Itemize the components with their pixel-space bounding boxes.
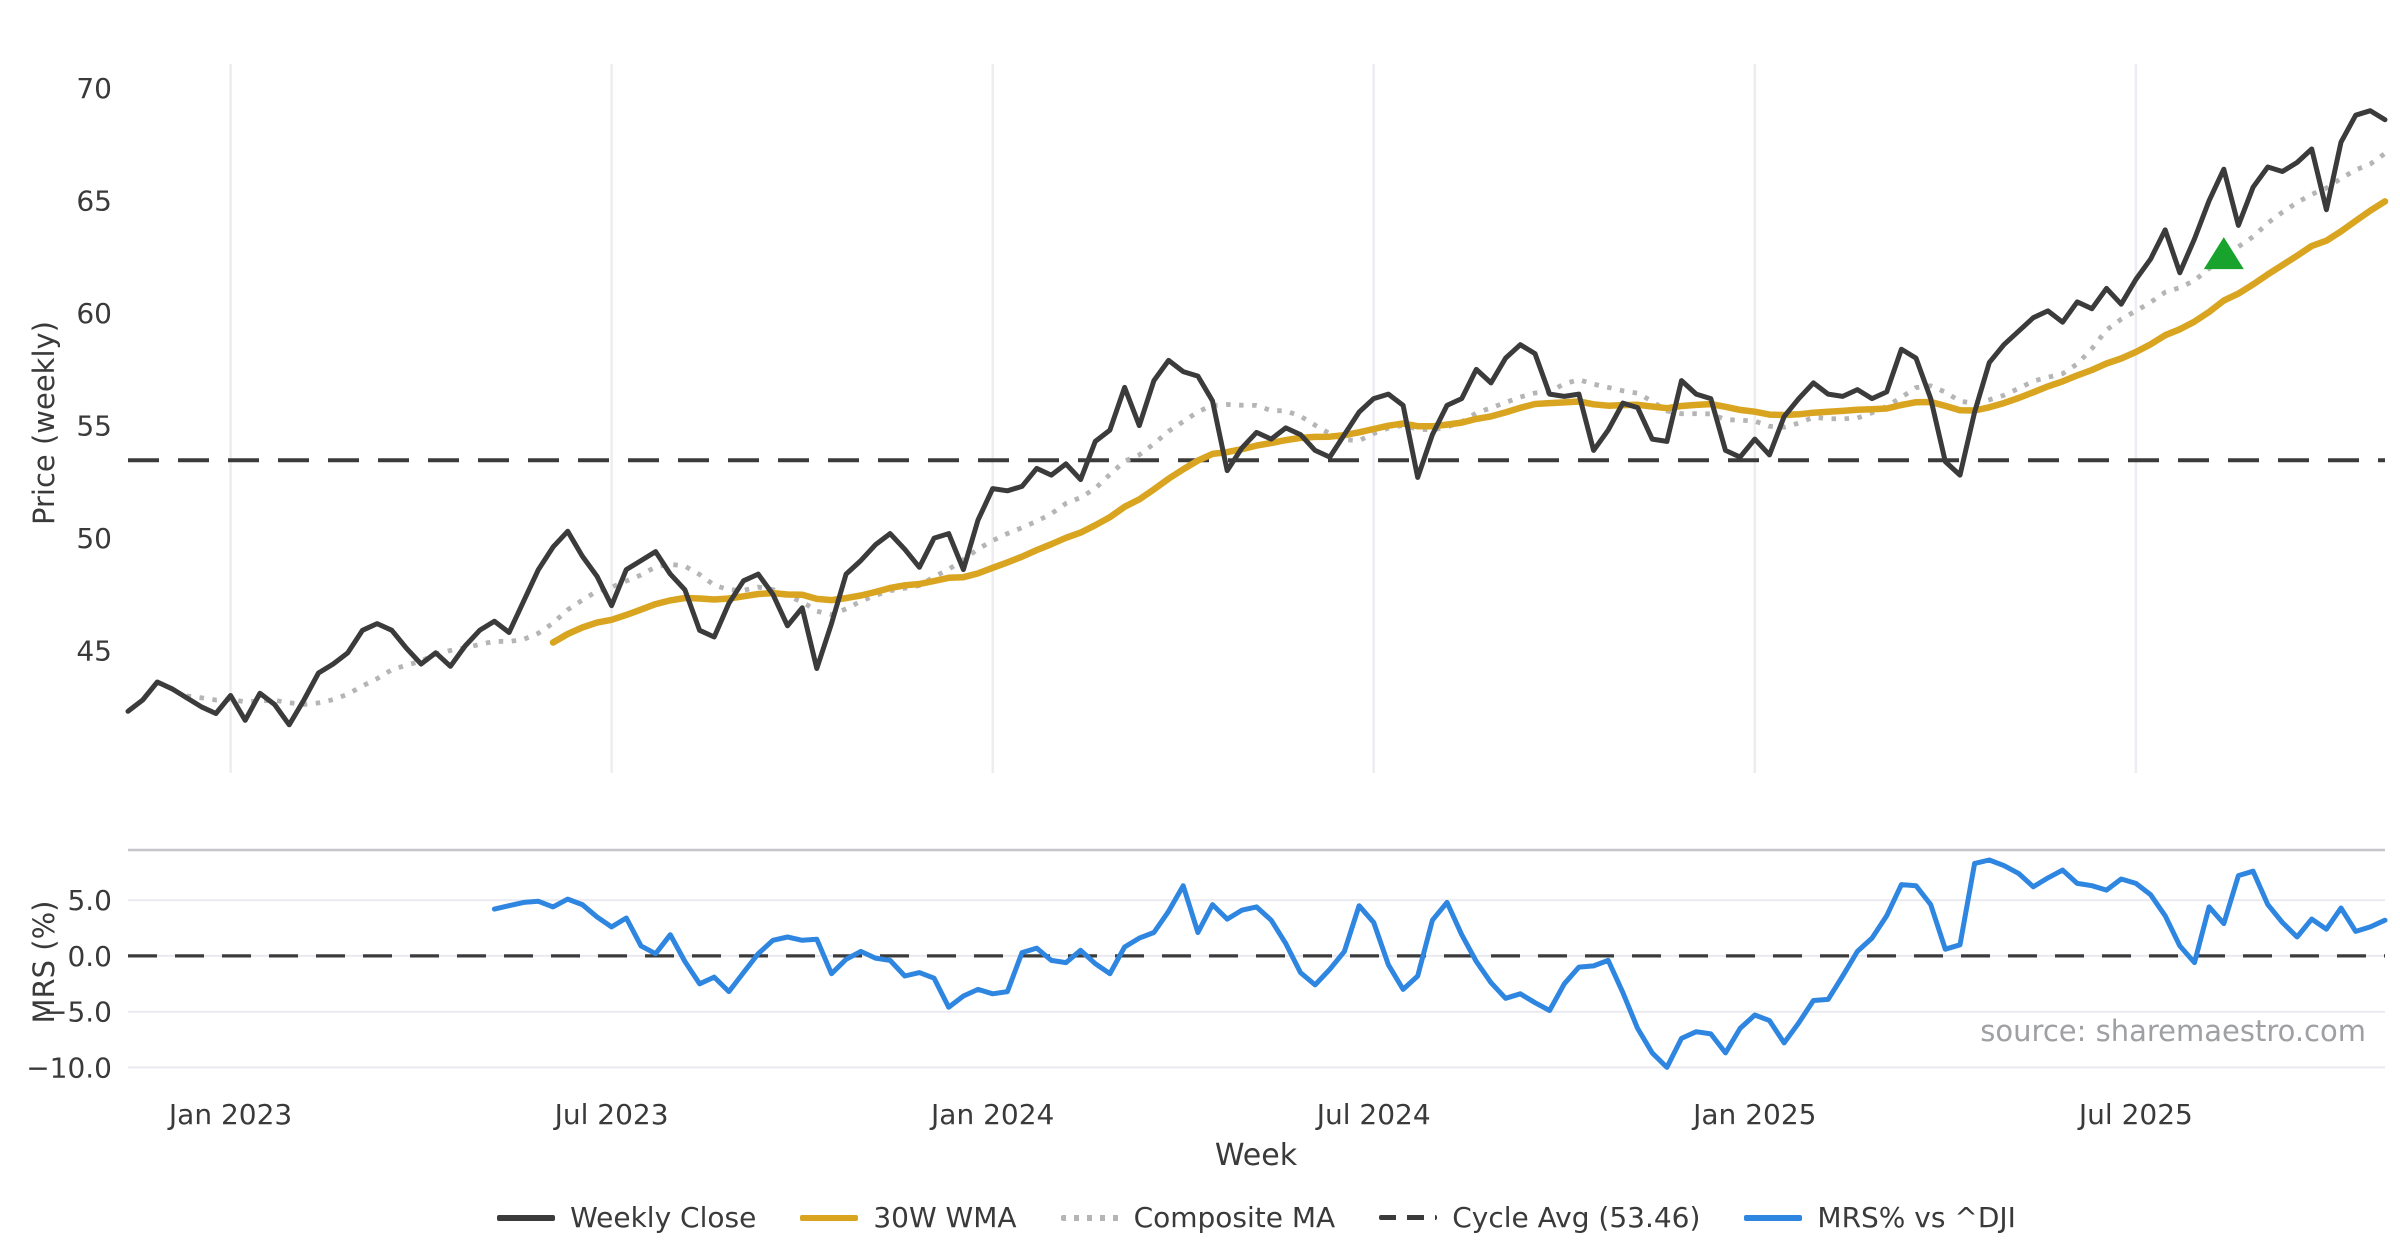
- series-30w-wma: [549, 198, 2389, 646]
- price-axis-label: Price (weekly): [27, 320, 61, 526]
- legend-swatch-3: [1060, 1214, 1119, 1221]
- mrs-tick-label: −10.0: [26, 1051, 112, 1084]
- x-tick-label: Jan 2025: [1691, 1098, 1816, 1131]
- legend-swatch-4: [1379, 1215, 1438, 1220]
- buy-signal-marker: [2203, 237, 2244, 270]
- legend-label: Composite MA: [1133, 1201, 1336, 1234]
- legend-swatch-5: [1744, 1214, 1803, 1221]
- legend-label: MRS% vs ^DJI: [1817, 1201, 2016, 1234]
- price-tick-label: 65: [76, 185, 112, 218]
- legend-item-composite-ma: Composite MA: [1060, 1201, 1336, 1234]
- price-tick-label: 45: [76, 635, 112, 668]
- price-tick-label: 50: [76, 522, 112, 555]
- x-tick-label: Jan 2024: [929, 1098, 1054, 1131]
- legend-item-mrs-vs-dji: MRS% vs ^DJI: [1744, 1201, 2016, 1234]
- legend-label: Weekly Close: [570, 1201, 757, 1234]
- x-tick-label: Jul 2023: [553, 1098, 669, 1131]
- legend: Weekly Close 30W WMA Composite MA Cycle Avg…: [128, 1201, 2385, 1234]
- legend-item-30w-wma: 30W WMA: [800, 1201, 1017, 1234]
- mrs-tick-label: −5.0: [44, 996, 112, 1029]
- mrs-axis-label: MRS (%): [27, 900, 61, 1024]
- mrs-tick-label: 5.0: [67, 884, 112, 917]
- series-weekly-close: [125, 108, 2388, 728]
- legend-swatch-2: [800, 1214, 859, 1221]
- price-tick-label: 70: [76, 72, 112, 105]
- price-tick-label: 55: [76, 410, 112, 443]
- source-note: source: sharemaestro.com: [1980, 1014, 2366, 1048]
- mrs-tick-label: 0.0: [67, 940, 112, 973]
- x-tick-label: Jul 2024: [1315, 1098, 1431, 1131]
- x-tick-label: Jul 2025: [2077, 1098, 2193, 1131]
- x-axis-label: Week: [1214, 1138, 1298, 1173]
- x-tick-label: Jan 2023: [167, 1098, 292, 1131]
- legend-item-cycle-avg-53-46-: Cycle Avg (53.46): [1379, 1201, 1700, 1234]
- price-tick-label: 60: [76, 297, 112, 330]
- series-mrs: [491, 857, 2388, 1070]
- legend-item-weekly-close: Weekly Close: [497, 1201, 756, 1234]
- legend-label: 30W WMA: [873, 1201, 1017, 1234]
- legend-label: Cycle Avg (53.46): [1452, 1201, 1701, 1234]
- legend-swatch-1: [497, 1214, 556, 1221]
